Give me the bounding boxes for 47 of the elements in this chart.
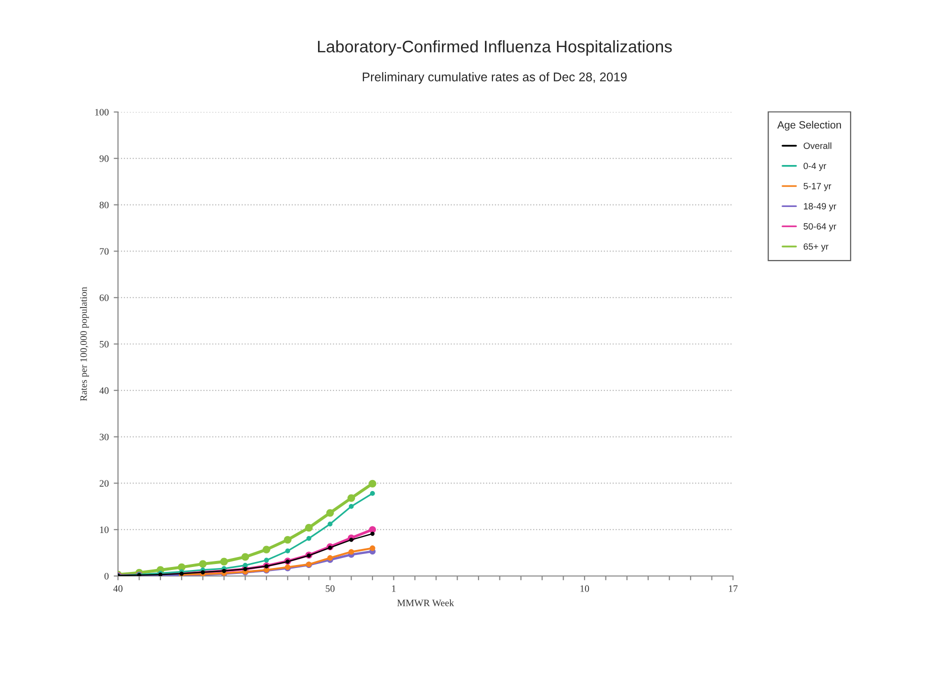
point (349, 538, 354, 542)
point (264, 558, 269, 563)
legend-label: 18-49 yr (804, 203, 836, 212)
point (348, 549, 354, 555)
x-tick-label: 50 (326, 585, 335, 592)
legend-label: Overall (804, 142, 832, 149)
x-tick-label: 40 (113, 585, 122, 592)
point (370, 545, 376, 551)
point (306, 536, 312, 541)
legend-title: Age Selection (777, 120, 841, 131)
point (368, 480, 376, 488)
x-tick-label: 1 (392, 585, 396, 592)
chart-subtitle: Preliminary cumulative rates as of Dec 28, 2019 (362, 72, 627, 84)
point (285, 548, 290, 554)
point (284, 536, 292, 544)
chart-title: Laboratory-Confirmed Influenza Hospitalizations (318, 40, 672, 56)
y-tick-label: 70 (100, 248, 109, 255)
point (305, 524, 313, 532)
y-tick-label: 100 (95, 108, 109, 116)
point (348, 504, 354, 509)
point (220, 558, 228, 566)
point (328, 546, 332, 550)
point (370, 532, 375, 536)
point (199, 560, 207, 568)
y-tick-label: 20 (100, 480, 109, 487)
y-tick-label: 60 (100, 294, 109, 302)
y-tick-label: 10 (100, 526, 109, 534)
x-tick-label: 17 (728, 585, 738, 592)
legend-label: 0-4 yr (804, 162, 826, 171)
legend-label: 5-17 yr (804, 182, 832, 192)
y-tick-label: 90 (100, 155, 109, 162)
y-tick-label: 30 (100, 434, 109, 440)
y-tick-label: 50 (100, 340, 109, 348)
x-tick-label: 10 (580, 585, 590, 592)
y-axis-title: Rates per 100,000 population (80, 286, 89, 401)
y-tick-label: 0 (104, 572, 109, 580)
legend-label: 65+ yr (804, 243, 828, 252)
point (326, 509, 334, 517)
legend-label: 50-64 yr (804, 223, 836, 232)
point (347, 494, 356, 502)
point (241, 553, 250, 561)
point (328, 522, 332, 526)
point (370, 490, 375, 496)
y-tick-label: 80 (100, 202, 109, 208)
point (262, 546, 270, 554)
y-tick-label: 40 (99, 387, 109, 394)
x-axis-title: MMWR Week (397, 599, 454, 606)
